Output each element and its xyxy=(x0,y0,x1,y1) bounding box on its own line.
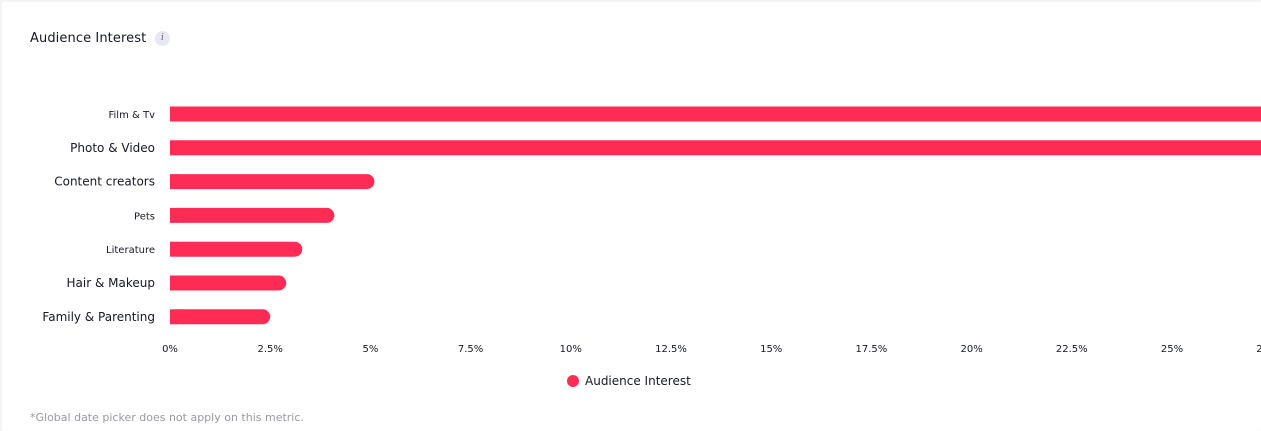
x-tick-label: 7.5% xyxy=(458,344,483,355)
card-title: Audience Interest xyxy=(30,31,147,46)
bar-left-cap xyxy=(170,309,178,325)
category-label: Literature xyxy=(106,245,155,256)
legend-label: Audience Interest xyxy=(585,374,691,388)
category-label: Pets xyxy=(134,211,155,222)
category-label: Film & Tv xyxy=(108,110,155,121)
x-tick-label: 27.5% xyxy=(1256,344,1261,355)
bar-chart: Film & Tv Photo & Video Content creators Pe… xyxy=(42,106,1261,355)
category-label: Family & Parenting xyxy=(42,310,155,324)
bar-left-cap xyxy=(170,275,178,291)
legend-swatch xyxy=(567,375,579,387)
bar-left-cap xyxy=(170,174,178,190)
bar-left-cap xyxy=(170,207,178,223)
bar[interactable] xyxy=(170,140,1261,156)
category-label: Content creators xyxy=(54,175,155,189)
x-tick-label: 0% xyxy=(162,344,178,355)
category-label: Hair & Makeup xyxy=(67,276,155,290)
bar[interactable] xyxy=(170,275,287,291)
category-label: Photo & Video xyxy=(70,141,155,155)
x-tick-label: 12.5% xyxy=(655,344,687,355)
bar[interactable] xyxy=(170,241,303,257)
x-tick-label: 10% xyxy=(560,344,582,355)
bar[interactable] xyxy=(170,309,271,325)
x-tick-label: 15% xyxy=(760,344,782,355)
bar-left-cap xyxy=(170,241,178,257)
chart-legend[interactable]: Audience Interest xyxy=(567,374,691,388)
x-tick-label: 20% xyxy=(960,344,982,355)
bar[interactable] xyxy=(170,174,375,190)
footnote: *Global date picker does not apply on th… xyxy=(30,411,304,424)
bar-left-cap xyxy=(170,140,178,156)
x-tick-label: 22.5% xyxy=(1056,344,1088,355)
x-tick-label: 5% xyxy=(362,344,378,355)
bar[interactable] xyxy=(170,207,335,223)
bar-left-cap xyxy=(170,106,178,122)
bar[interactable] xyxy=(170,106,1261,122)
info-icon[interactable]: i xyxy=(155,31,170,46)
x-tick-label: 25% xyxy=(1161,344,1183,355)
x-tick-label: 17.5% xyxy=(856,344,888,355)
x-tick-label: 2.5% xyxy=(257,344,282,355)
